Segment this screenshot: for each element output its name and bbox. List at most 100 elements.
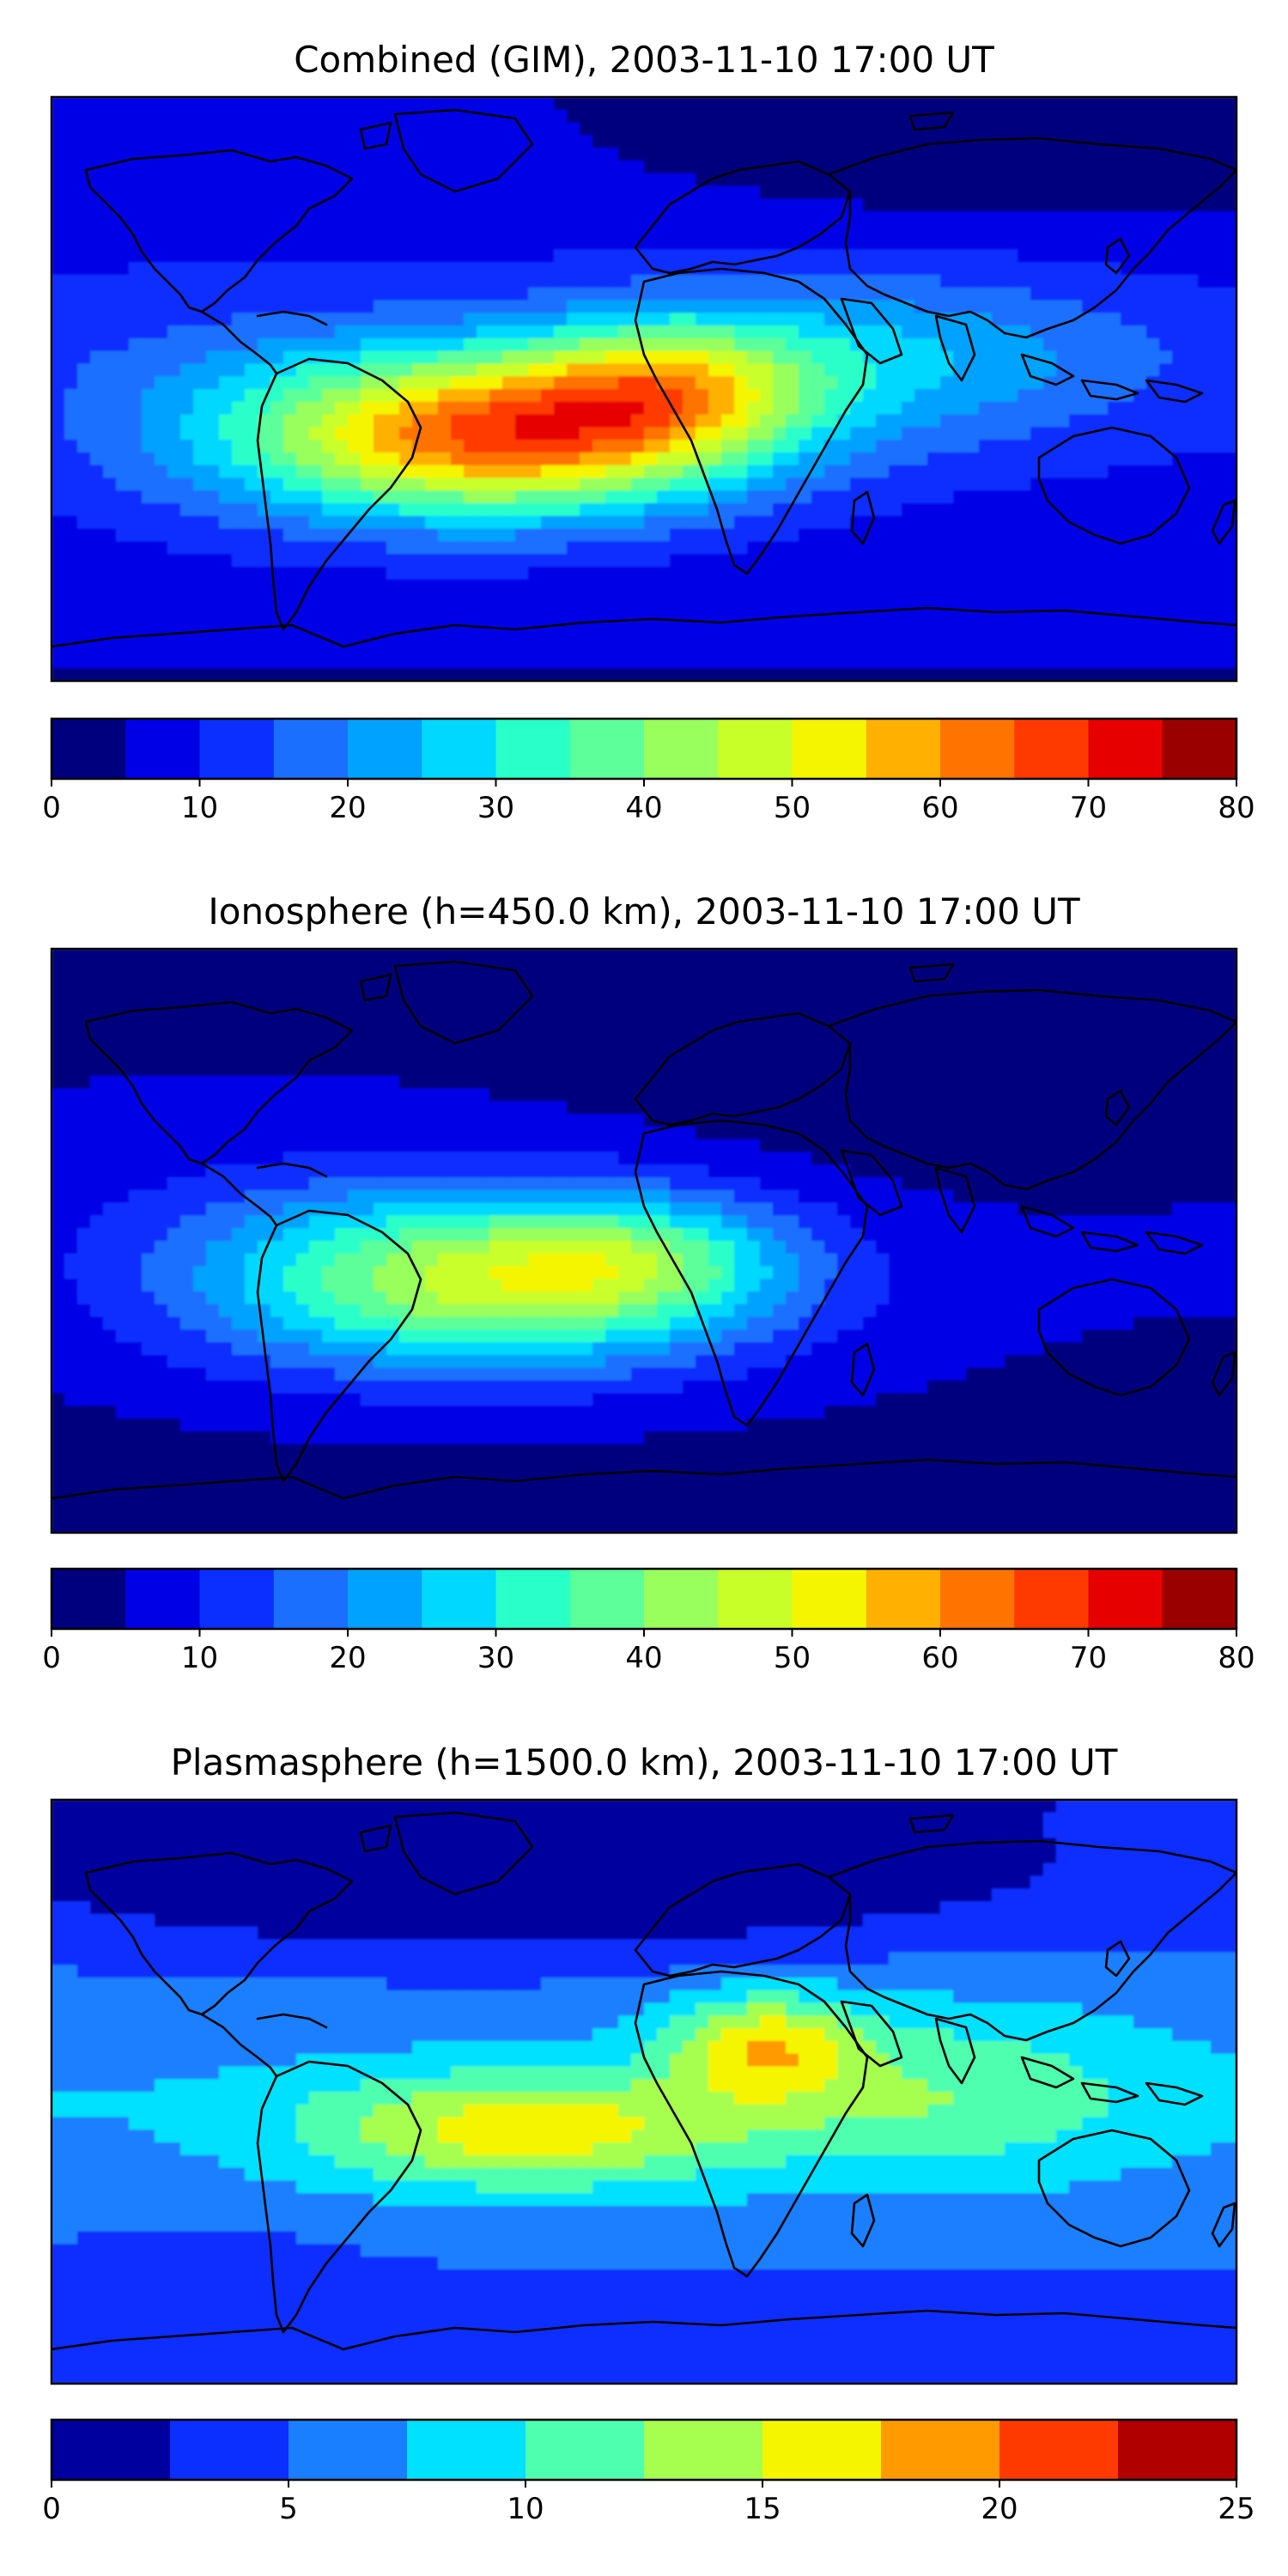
field-cell [1211,389,1224,403]
colorbar-segment [199,719,275,779]
field-cell [129,949,143,963]
field-cell [914,617,928,631]
field-cell [708,350,722,365]
field-cell [773,452,787,466]
field-cell [155,97,168,111]
field-cell [992,655,1005,669]
field-cell [1018,300,1031,313]
field-cell [876,949,890,963]
field-cell [902,999,915,1013]
field-cell [940,566,954,580]
field-cell [811,566,825,580]
field-cell [270,97,284,111]
field-cell [618,668,632,681]
field-cell [477,376,490,390]
field-cell [477,287,490,301]
field-cell [580,629,593,644]
field-cell [1211,249,1224,263]
field-cell [412,465,426,479]
field-cell [1069,541,1083,555]
field-cell [618,198,632,212]
field-cell [142,1024,155,1039]
field-cell [155,350,168,365]
field-cell [451,961,465,975]
field-cell [103,414,117,428]
field-cell [1185,515,1199,530]
field-cell [1185,185,1199,199]
field-cell [837,337,851,352]
field-cell [1146,541,1160,555]
field-cell [966,223,980,238]
field-cell [657,97,671,111]
field-cell [206,401,220,416]
field-cell [502,135,516,149]
field-cell [425,440,439,453]
field-cell [129,135,143,149]
field-cell [1224,974,1236,987]
field-cell [850,541,864,555]
field-cell [644,617,658,631]
field-cell [451,173,465,187]
field-cell [670,300,683,313]
field-cell [1095,236,1109,250]
field-cell [786,148,799,161]
field-cell [618,961,632,975]
field-cell [850,414,864,428]
field-cell [605,465,619,479]
field-cell [786,313,799,326]
field-cell [605,185,619,199]
field-cell [451,515,465,530]
field-cell [580,949,593,963]
field-cell [914,262,928,276]
field-cell [322,528,336,542]
field-cell [361,528,374,542]
field-cell [116,97,130,111]
field-cell [1121,503,1134,517]
field-cell [760,236,774,250]
field-cell [631,313,645,326]
field-cell [670,566,683,580]
field-cell [270,173,284,187]
field-cell [747,274,761,289]
field-cell [631,135,645,149]
field-cell [670,949,683,963]
field-cell [799,579,812,593]
field-cell [193,961,207,975]
panel-ionosphere: Ionosphere (h=450.0 km), 2003-11-10 17:0… [42,890,1255,1675]
field-cell [451,440,465,453]
field-cell [502,401,516,416]
field-cell [129,554,143,568]
field-cell [1082,350,1096,365]
field-cell [773,465,787,479]
field-cell [425,236,439,250]
field-cell [193,223,207,238]
field-cell [1211,109,1224,124]
field-cell [927,389,941,403]
field-cell [889,528,902,542]
field-cell [541,1012,555,1026]
field-cell [502,999,516,1013]
field-cell [554,974,568,987]
field-cell [811,109,825,124]
field-cell [167,173,181,187]
field-cell [1043,148,1057,161]
field-cell [979,477,993,491]
field-cell [876,401,890,416]
field-cell [1069,490,1083,504]
field-cell [425,668,439,681]
field-cell [554,274,568,289]
field-cell [528,440,542,453]
field-cell [1159,350,1173,365]
field-cell [322,122,336,136]
field-cell [773,579,787,593]
field-cell [889,236,902,250]
field-cell [1005,173,1018,187]
field-cell [644,490,658,504]
field-cell [193,389,207,403]
field-cell [1133,642,1147,657]
field-cell [116,440,130,453]
field-cell [760,287,774,301]
field-cell [464,1024,477,1039]
field-cell [811,350,825,365]
field-cell [567,300,580,313]
